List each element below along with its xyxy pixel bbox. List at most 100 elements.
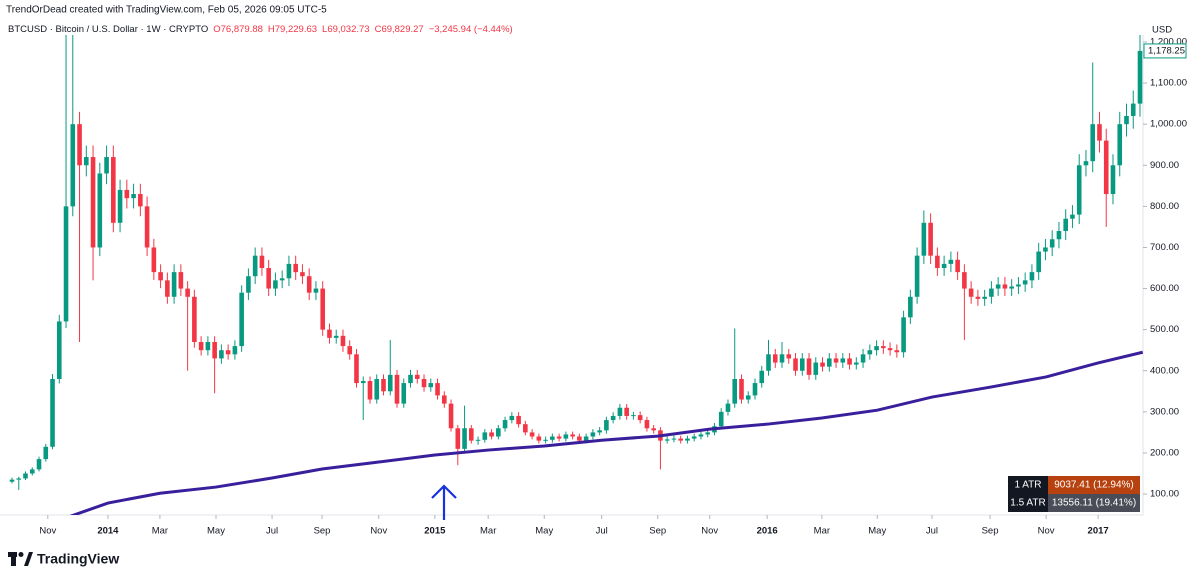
candle-body — [327, 329, 332, 338]
candle-body — [482, 432, 488, 440]
candle-body — [772, 354, 778, 363]
candle-body — [306, 276, 312, 293]
candle-body — [705, 432, 711, 435]
candle-body — [448, 403, 454, 429]
y-tick-label: 1,200.00 — [1150, 37, 1187, 48]
candle-body — [36, 459, 42, 470]
candle-body — [354, 354, 359, 384]
candle-body — [360, 381, 366, 384]
x-tick-label: Nov — [370, 526, 387, 537]
candle-body — [1009, 286, 1014, 289]
ohlc-value: H79,229.63 — [268, 24, 317, 35]
credit: TrendOrDead created with TradingView.com… — [6, 5, 327, 16]
candle-body — [50, 378, 55, 447]
candle-body — [300, 272, 305, 277]
currency: USD — [1152, 25, 1172, 36]
candle-body — [489, 432, 494, 437]
candle-body — [995, 284, 1001, 289]
candle-body — [347, 346, 353, 355]
candle-body — [1049, 239, 1055, 248]
candle-body — [1117, 124, 1123, 166]
candle-body — [320, 288, 326, 330]
candle-body — [860, 354, 866, 363]
x-tick-label: Sep — [649, 526, 666, 537]
y-tick-label: 200.00 — [1150, 447, 1179, 458]
candle-body — [1070, 214, 1075, 219]
atr-label: 1 ATR — [1014, 480, 1041, 491]
candle-body — [212, 341, 217, 359]
x-tick-label: 2014 — [97, 526, 119, 537]
candle-body — [631, 415, 636, 417]
candle-body — [387, 374, 393, 392]
atr-label-cell — [1008, 476, 1048, 494]
candle-body — [1076, 165, 1082, 215]
candle-body — [435, 383, 440, 396]
candle-body — [455, 428, 461, 449]
candle-body — [475, 439, 481, 441]
symbol: BTCUSD · Bitcoin / U.S. Dollar · 1W · CR… — [8, 24, 208, 35]
candle-body — [881, 346, 886, 349]
x-tick-label: 2017 — [1088, 526, 1109, 537]
ohlc-value: O76,879.88 — [213, 24, 263, 35]
candle-body — [171, 272, 177, 297]
y-tick-label: 500.00 — [1150, 324, 1179, 335]
candle-body — [401, 383, 407, 404]
candle-body — [1103, 140, 1109, 195]
candle-body — [97, 173, 103, 248]
candle-body — [556, 436, 562, 439]
candle-body — [165, 280, 170, 297]
candle-body — [1022, 280, 1028, 285]
candle-body — [90, 157, 96, 248]
candle-body — [111, 157, 116, 223]
x-tick-label: Sep — [314, 526, 331, 537]
candle-body — [1029, 272, 1035, 281]
candle-body — [908, 296, 913, 318]
candle-body — [786, 354, 792, 359]
candle-body — [948, 259, 954, 264]
ohlc-value: L69,032.73 — [322, 24, 370, 35]
candle-body — [469, 428, 474, 441]
candle-body — [820, 362, 825, 367]
candle-body — [759, 370, 765, 384]
candle-body — [131, 194, 136, 199]
candle-body — [1036, 251, 1041, 273]
candle-body — [664, 439, 670, 441]
candle-body — [962, 272, 967, 289]
candle-body — [523, 424, 528, 433]
atr-label: 1.5 ATR — [1010, 498, 1045, 509]
candle-body — [563, 434, 569, 439]
candle-body — [718, 411, 724, 427]
candle-body — [144, 206, 150, 248]
candle-body — [29, 469, 35, 474]
candle-body — [394, 374, 400, 404]
candle-body — [56, 321, 62, 379]
candle-body — [408, 374, 413, 384]
x-tick-label: May — [207, 526, 225, 537]
ohlc-value: −3,245.94 (−4.44%) — [429, 24, 513, 35]
candle-body — [691, 436, 697, 439]
plot — [9, 35, 1143, 515]
candle-body — [367, 381, 373, 400]
x-tick-label: Nov — [39, 526, 56, 537]
y-tick-label: 600.00 — [1150, 283, 1179, 294]
candle-body — [286, 263, 292, 279]
candle-body — [279, 278, 285, 281]
candle-body — [928, 222, 933, 256]
candle-body — [590, 432, 596, 437]
brand: TradingView — [37, 551, 119, 567]
candle-body — [340, 335, 346, 347]
candle-body — [685, 438, 690, 441]
candle-body — [1130, 103, 1136, 116]
candle-body — [252, 255, 258, 277]
candle-body — [1063, 218, 1069, 232]
atr-value: 9037.41 (12.94%) — [1054, 480, 1134, 491]
candle-body — [313, 288, 319, 293]
candle-body — [198, 341, 204, 351]
atr-value: 13556.11 (19.41%) — [1052, 498, 1136, 509]
candle-body — [894, 350, 900, 353]
price-label-box — [1143, 43, 1187, 59]
candle-body — [745, 395, 751, 400]
atr-value-cell — [1048, 476, 1140, 494]
footer-logo: TradingView — [8, 551, 119, 567]
